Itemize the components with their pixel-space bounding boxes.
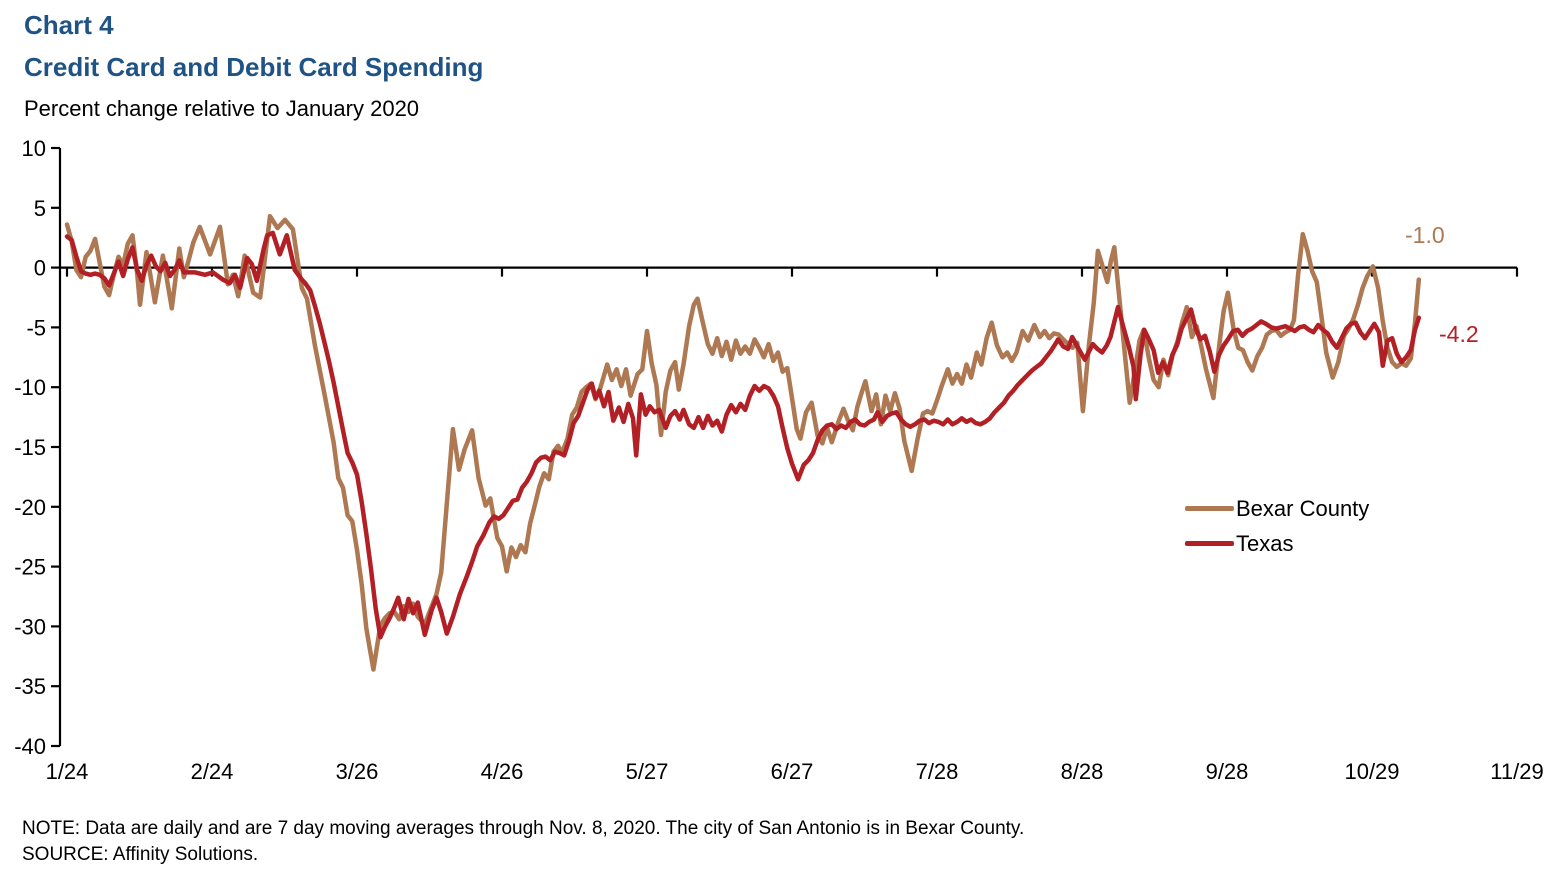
footnote: NOTE: Data are daily and are 7 day movin… — [22, 816, 1024, 868]
x-tick-label: 6/27 — [771, 759, 814, 784]
y-tick-label: -5 — [26, 315, 46, 340]
x-tick-label: 9/28 — [1206, 759, 1249, 784]
bexar-county-line — [64, 213, 1422, 672]
x-tick-label: 4/26 — [481, 759, 524, 784]
texas-line — [64, 230, 1422, 640]
y-tick-label: -35 — [14, 674, 46, 699]
bexar-end-value-label: -1.0 — [1405, 222, 1445, 248]
y-tick-label: 5 — [34, 196, 46, 221]
y-tick-label: -10 — [14, 375, 46, 400]
x-tick-label: 2/24 — [191, 759, 234, 784]
x-tick-label: 8/28 — [1061, 759, 1104, 784]
y-tick-label: -30 — [14, 614, 46, 639]
x-tick-label: 3/26 — [336, 759, 379, 784]
texas-line-swatch-icon — [1185, 541, 1234, 546]
legend: Bexar County Texas — [1185, 491, 1369, 561]
x-tick-label: 11/29 — [1490, 759, 1543, 784]
y-tick-label: 0 — [34, 256, 46, 281]
legend-item-texas: Texas — [1185, 526, 1369, 561]
legend-label-texas: Texas — [1236, 530, 1294, 556]
x-tick-label: 1/24 — [46, 759, 89, 784]
texas-end-value-label: -4.2 — [1439, 321, 1479, 347]
legend-item-bexar: Bexar County — [1185, 491, 1369, 526]
chart-number-label: Chart 4 — [24, 10, 114, 40]
y-tick-label: -25 — [14, 555, 46, 580]
y-tick-label: -40 — [14, 734, 46, 759]
x-tick-label: 10/29 — [1344, 759, 1399, 784]
y-tick-label: 10 — [22, 136, 46, 161]
x-tick-label: 7/28 — [916, 759, 959, 784]
y-tick-label: -20 — [14, 495, 46, 520]
page-title: Credit Card and Debit Card Spending — [24, 52, 484, 82]
note-line: NOTE: Data are daily and are 7 day movin… — [22, 818, 1025, 839]
bexar-line-swatch-icon — [1185, 506, 1234, 511]
y-tick-label: -15 — [14, 435, 46, 460]
source-line: SOURCE: Affinity Solutions. — [22, 844, 259, 865]
x-tick-label: 5/27 — [626, 759, 669, 784]
chart-subtitle: Percent change relative to January 2020 — [24, 96, 420, 121]
legend-label-bexar: Bexar County — [1236, 495, 1370, 521]
